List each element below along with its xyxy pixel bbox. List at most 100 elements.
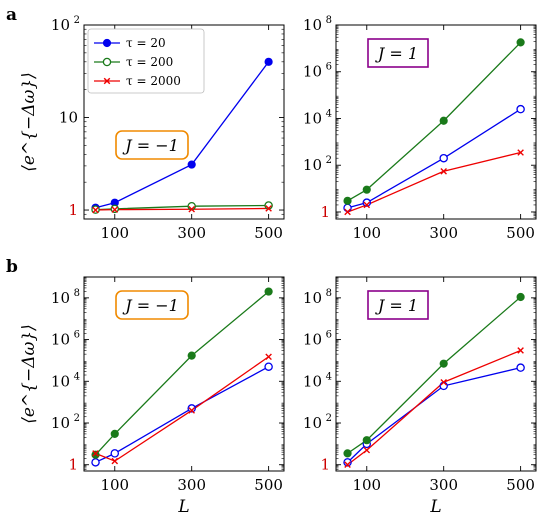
annotation-text: J = 1 — [375, 296, 418, 315]
legend-label: τ = 20 — [126, 36, 166, 50]
panel-label-a: a — [6, 5, 17, 25]
y-tick-label: 10 — [303, 372, 322, 390]
legend-label: τ = 200 — [126, 55, 173, 69]
annotation-box: J = −1 — [115, 290, 189, 320]
x-tick-label: 500 — [254, 476, 283, 494]
y-tick-label: 1 — [68, 456, 78, 474]
y-tick-exponent: 8 — [74, 288, 80, 299]
legend: τ = 20 τ = 200 τ = 2000 — [87, 28, 205, 94]
annotation-box: J = 1 — [367, 38, 429, 68]
y-tick-label: 10 — [303, 331, 322, 349]
y-tick-exponent: 2 — [74, 413, 80, 424]
data-point-tau_2000 — [188, 205, 195, 213]
data-point-tau_20 — [110, 449, 120, 458]
data-point-tau_200 — [91, 450, 100, 459]
annotation-text: J = −1 — [122, 136, 179, 155]
data-point-tau_2000 — [265, 353, 272, 361]
series-line-tau_20 — [347, 108, 521, 209]
y-tick-exponent: 8 — [326, 288, 332, 299]
y-tick-exponent: 4 — [326, 371, 332, 382]
data-point-tau_200 — [516, 38, 525, 47]
data-point-tau_2000 — [440, 167, 447, 175]
y-tick-label: 10 — [51, 372, 70, 390]
y-tick-exponent: 2 — [74, 15, 80, 26]
y-tick-exponent: 8 — [326, 15, 332, 26]
annotation-box: J = 1 — [367, 290, 429, 320]
x-tick-label: 100 — [100, 224, 129, 242]
annotation-box: J = −1 — [115, 130, 189, 160]
data-point-tau_20 — [264, 57, 273, 66]
y-tick-label: 1 — [320, 203, 330, 221]
series-line-tau_2000 — [95, 207, 269, 211]
plot-frame — [335, 276, 537, 472]
data-point-tau_20 — [439, 153, 448, 163]
data-point-tau_20 — [91, 458, 100, 467]
data-point-tau_20 — [343, 458, 352, 467]
plot-frame — [83, 276, 285, 472]
data-point-tau_20 — [187, 404, 196, 413]
data-point-tau_200 — [362, 436, 371, 445]
y-tick-label: 10 — [59, 109, 78, 127]
x-tick-label: 100 — [352, 476, 381, 494]
x-axis-label-text: L — [429, 497, 441, 517]
x-axis-label-text: L — [177, 497, 189, 517]
data-point-tau_20 — [187, 160, 196, 169]
series-line-tau_20 — [347, 367, 521, 463]
data-point-tau_2000 — [111, 206, 119, 213]
y-axis-label-b: ⟨e^{−Δω}⟩ — [19, 324, 39, 424]
series-line-tau_2000 — [347, 349, 521, 466]
y-tick-exponent: 4 — [74, 371, 80, 382]
y-tick-exponent: 6 — [74, 330, 80, 341]
data-point-tau_2000 — [363, 201, 371, 209]
data-point-tau_2000 — [92, 450, 99, 457]
data-point-tau_2000 — [363, 446, 371, 454]
data-point-tau_20 — [516, 363, 525, 372]
x-tick-label: 300 — [177, 476, 206, 494]
y-tick-label: 10 — [51, 414, 70, 432]
y-axis-label-text: ⟨e^{−Δω}⟩ — [19, 324, 39, 424]
data-point-tau_200 — [343, 449, 352, 458]
data-point-tau_200 — [362, 185, 371, 194]
x-tick-label: 100 — [352, 224, 381, 242]
panel-b-right: 1 10 2 10 4 10 6 10 8 100 300 500 J = 1 — [303, 276, 537, 494]
panel-b-left: 1 10 2 10 4 10 6 10 8 100 300 500 J = −1 — [51, 276, 285, 494]
data-point-tau_2000 — [344, 208, 351, 216]
y-tick-exponent: 6 — [326, 330, 332, 341]
data-point-tau_200 — [110, 429, 119, 439]
x-tick-label: 300 — [429, 224, 458, 242]
series-line-tau_200 — [347, 296, 522, 454]
data-point-tau_200 — [516, 292, 525, 302]
y-tick-label: 10 — [51, 289, 70, 307]
y-tick-label: 10 — [303, 109, 322, 127]
y-axis-label-a: ⟨e^{−Δω}⟩ — [19, 72, 39, 172]
y-tick-exponent: 2 — [326, 413, 332, 424]
data-point-tau_2000 — [188, 407, 195, 414]
x-axis-label-b-left: L — [177, 497, 189, 517]
data-point-tau_200 — [439, 116, 448, 125]
y-tick-label: 10 — [303, 289, 322, 307]
series-line-tau_200 — [347, 41, 522, 202]
x-tick-label: 500 — [506, 476, 535, 494]
x-tick-label: 300 — [429, 476, 458, 494]
series-line-tau_20 — [95, 366, 269, 463]
y-tick-label: 10 — [51, 16, 70, 34]
data-point-tau_20 — [264, 362, 273, 371]
data-point-tau_200 — [187, 351, 196, 360]
data-point-tau_200 — [343, 196, 352, 205]
y-tick-label: 1 — [320, 456, 330, 474]
y-tick-label: 10 — [303, 63, 322, 81]
x-tick-label: 500 — [254, 224, 283, 242]
series-line-tau_2000 — [347, 151, 521, 213]
data-point-tau_2000 — [517, 149, 524, 156]
data-point-tau_2000 — [92, 206, 99, 214]
y-tick-label: 10 — [51, 331, 70, 349]
annotation-text: J = −1 — [122, 296, 179, 315]
legend-label: τ = 2000 — [126, 74, 181, 88]
y-tick-exponent: 2 — [326, 155, 332, 166]
x-axis-label-b-right: L — [429, 497, 441, 517]
panel-a-right: 1 10 2 10 4 10 6 10 8 100 300 500 J = 1 — [303, 15, 537, 242]
y-tick-label: 10 — [303, 16, 322, 34]
data-point-tau_20 — [362, 198, 372, 207]
